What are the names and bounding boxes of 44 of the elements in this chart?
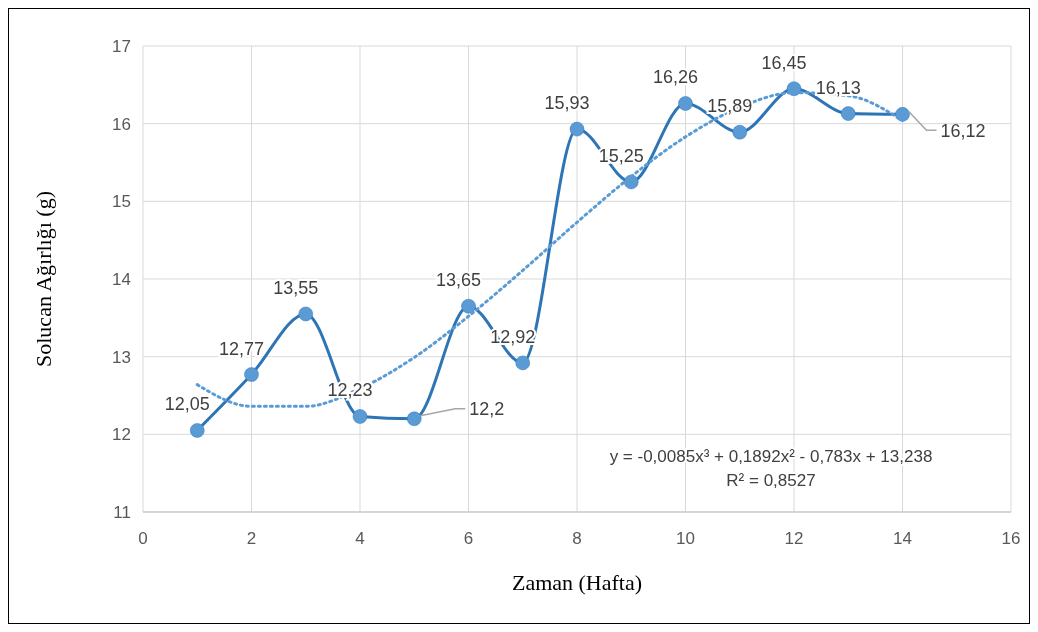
y-tick-label: 17 <box>112 36 131 56</box>
point <box>461 298 476 314</box>
point <box>190 423 205 438</box>
point <box>624 174 639 190</box>
point <box>678 96 693 111</box>
point <box>515 355 530 371</box>
point <box>732 124 747 140</box>
point <box>407 411 422 427</box>
data-label: 12,05 <box>164 394 210 415</box>
y-tick-label: 15 <box>112 192 131 212</box>
annotation: y = -0,0085x³ + 0,1892x² - 0,783x + 13,238 <box>609 447 933 466</box>
y-tick-label: 12 <box>112 425 131 445</box>
point <box>786 81 802 96</box>
point <box>352 409 368 424</box>
point <box>895 107 910 122</box>
x-tick-label: 14 <box>893 529 912 548</box>
x-tick-label: 8 <box>572 529 582 548</box>
data-label: 12,2 <box>469 399 505 420</box>
y-tick-label: 13 <box>112 347 131 367</box>
y-tick-label: 16 <box>112 114 131 134</box>
data-label: 16,12 <box>940 120 986 141</box>
y-axis-title: Solucan Ağırlığı (g) <box>31 191 56 367</box>
data-label: 13,55 <box>273 277 319 298</box>
data-label: 12,77 <box>218 338 265 359</box>
data-label: 16,13 <box>815 77 861 98</box>
data-label: 16,26 <box>652 67 699 88</box>
y-tick-label: 14 <box>112 269 131 289</box>
data-label: 16,45 <box>761 52 807 73</box>
y-tick-label: 11 <box>113 502 131 522</box>
data-label: 15,93 <box>544 93 590 114</box>
point <box>244 367 259 382</box>
x-axis-title: Zaman (Hafta) <box>511 570 643 595</box>
x-tick-label: 12 <box>784 529 804 548</box>
point <box>298 306 313 322</box>
x-tick-label: 2 <box>246 529 257 548</box>
point <box>841 106 856 121</box>
x-tick-label: 16 <box>1001 529 1021 548</box>
x-tick-label: 10 <box>676 529 695 548</box>
data-label: 13,65 <box>435 270 482 291</box>
x-tick-label: 4 <box>355 529 365 548</box>
x-tick-label: 0 <box>138 529 148 548</box>
annotation: R² = 0,8527 <box>726 471 816 490</box>
x-tick-label: 6 <box>463 529 474 548</box>
point <box>569 121 585 137</box>
